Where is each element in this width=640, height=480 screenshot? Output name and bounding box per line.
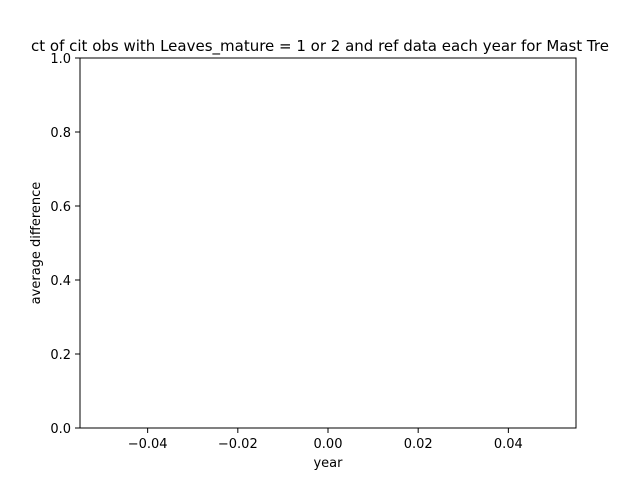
y-tick-label: 1.0 [50,52,71,67]
plot-area-frame [79,57,577,429]
chart-title: ct of cit obs with Leaves_mature = 1 or … [31,37,609,56]
y-axis-label: average difference [29,182,44,305]
x-tick-label: 0.04 [494,437,523,452]
x-axis-ticks: −0.04 −0.02 0.00 0.02 0.04 [128,428,523,452]
y-tick-label: 0.6 [50,200,71,215]
x-tick-label: 0.02 [404,437,433,452]
y-axis-ticks: 0.0 0.2 0.4 0.6 0.8 1.0 [50,52,80,437]
y-tick-label: 0.0 [50,422,71,437]
x-tick-label: −0.04 [128,437,168,452]
x-tick-label: −0.02 [218,437,258,452]
x-tick-label: 0.00 [314,437,343,452]
y-tick-label: 0.8 [50,126,71,141]
x-axis-label: year [313,456,343,471]
y-tick-label: 0.2 [50,348,71,363]
y-tick-label: 0.4 [50,274,71,289]
